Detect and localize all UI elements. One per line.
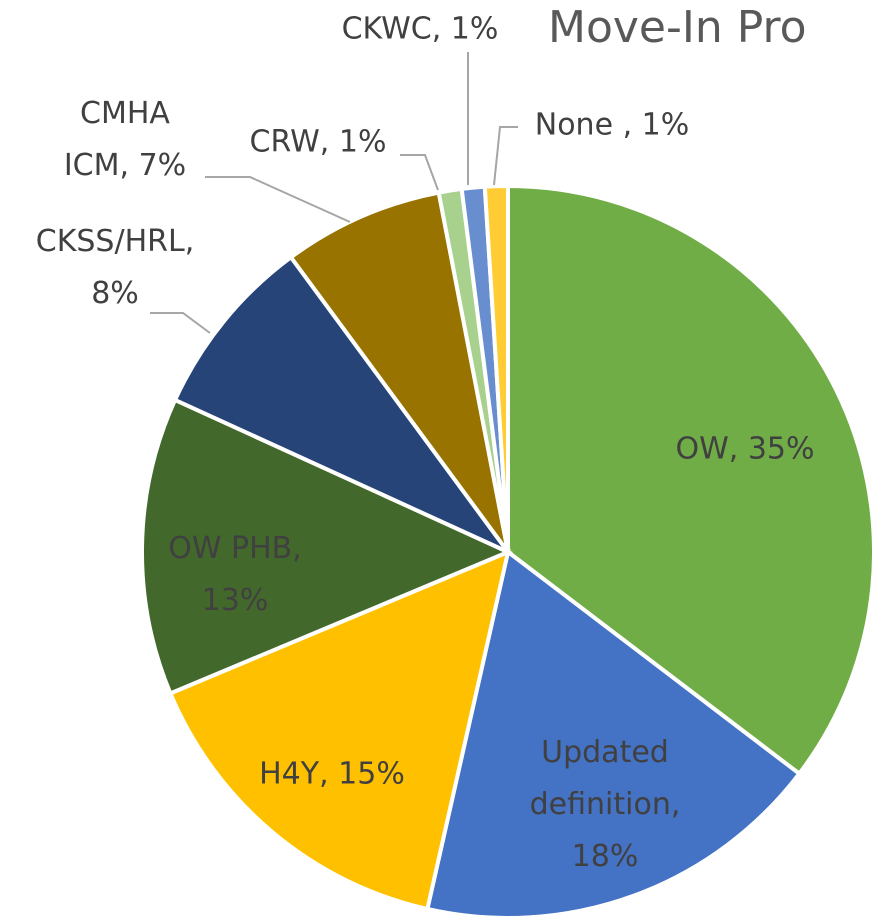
- pie-slice: [172, 254, 515, 558]
- data-label: CKWC, 1%: [342, 12, 499, 47]
- data-label: Updated definition, 18%: [530, 735, 681, 874]
- pie-slice: [506, 183, 872, 777]
- data-label: CMHA ICM, 7%: [64, 96, 186, 183]
- leader-line: [150, 312, 211, 334]
- pie-slice: [167, 548, 511, 912]
- leader-line: [400, 154, 439, 191]
- data-label: OW, 35%: [675, 432, 814, 467]
- data-label: CRW, 1%: [250, 125, 387, 160]
- data-label: CKSS/HRL, 8%: [36, 224, 194, 311]
- data-label: None , 1%: [535, 108, 689, 143]
- pie-slice: [424, 548, 803, 920]
- data-label: OW PHB, 13%: [168, 531, 302, 618]
- data-label: H4Y, 15%: [259, 757, 405, 792]
- pie-slice: [140, 397, 513, 697]
- pie-slice: [482, 183, 510, 553]
- chart-title: Move-In Pro: [548, 2, 807, 53]
- pie-slice: [288, 190, 510, 554]
- leader-line: [205, 176, 351, 223]
- leader-line: [493, 126, 518, 186]
